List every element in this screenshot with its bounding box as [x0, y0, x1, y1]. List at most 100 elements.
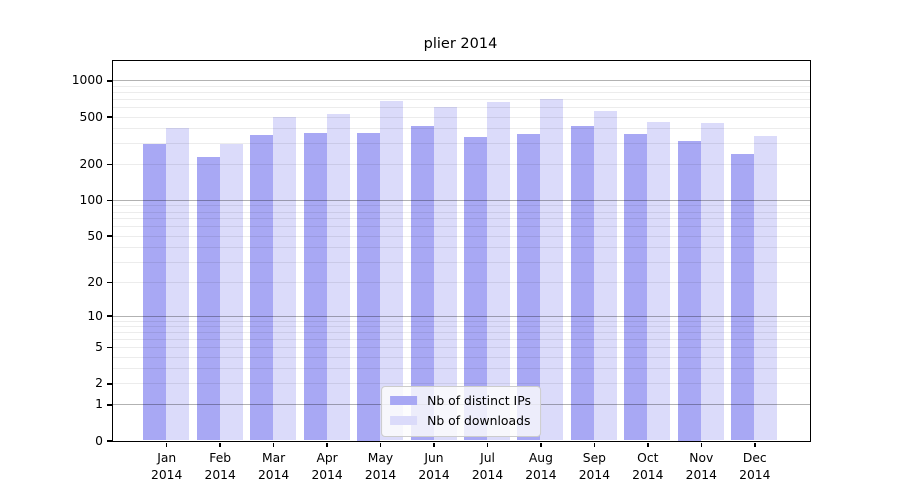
bar-downloads-jan: [166, 127, 190, 441]
x-axis-tick: [165, 442, 168, 447]
bar-distinct-ips-nov: [677, 141, 701, 441]
x-axis-tick: [486, 442, 489, 447]
bar-distinct-ips-dec: [731, 153, 755, 441]
minor-gridline: [112, 143, 810, 145]
minor-gridline: [112, 116, 810, 118]
x-tick-label: Feb 2014: [204, 451, 236, 482]
bar-distinct-ips-mar: [250, 135, 274, 441]
x-axis-tick: [379, 442, 382, 447]
legend-label-distinct-ips: Nb of distinct IPs: [427, 393, 531, 408]
minor-gridline: [112, 247, 810, 248]
bar-downloads-nov: [700, 122, 724, 441]
y-axis-tick: [106, 80, 112, 82]
y-tick-label: 0: [95, 433, 103, 448]
x-axis-tick: [647, 442, 649, 447]
y-tick-label: 100: [79, 193, 103, 207]
x-tick-label: Jan 2014: [151, 451, 183, 482]
y-axis-tick: [106, 346, 112, 349]
bar-distinct-ips-feb: [196, 156, 220, 441]
bar-downloads-may: [380, 101, 403, 441]
x-tick-label: May 2014: [364, 451, 397, 482]
bar-distinct-ips-aug: [517, 134, 541, 441]
x-tick-label: Dec 2014: [739, 451, 771, 482]
y-tick-label: 10: [87, 308, 103, 323]
bar-distinct-ips-sep: [570, 125, 594, 441]
gridlines-layer: [112, 61, 810, 441]
x-tick-label: Oct 2014: [632, 451, 664, 482]
bar-distinct-ips-jul: [464, 136, 487, 441]
legend-swatch-distinct-ips: [390, 396, 418, 405]
x-axis-tick: [272, 442, 275, 447]
minor-gridline: [112, 211, 810, 213]
x-axis-tick: [540, 442, 542, 447]
y-axis-tick: [106, 404, 112, 406]
y-axis-tick: [106, 235, 112, 237]
y-tick-label: 1: [95, 397, 103, 412]
minor-gridline: [112, 85, 810, 87]
legend-item-downloads: Nb of downloads: [390, 411, 531, 431]
minor-gridline: [112, 226, 810, 228]
y-tick-label: 2: [95, 376, 103, 391]
bar-downloads-aug: [540, 99, 564, 441]
minor-gridline: [112, 107, 810, 108]
bar-distinct-ips-oct: [624, 133, 648, 441]
y-tick-label: 50: [87, 228, 103, 243]
legend-swatch-downloads: [390, 416, 418, 425]
bar-downloads-jun: [433, 107, 457, 441]
bar-downloads-apr: [326, 113, 350, 441]
minor-gridline: [112, 368, 810, 370]
y-tick-label: 200: [79, 157, 103, 172]
y-axis-tick: [106, 440, 112, 442]
major-gridline: [112, 315, 810, 317]
minor-gridline: [112, 281, 810, 283]
plot-area: Nb of distinct IPs Nb of downloads: [111, 59, 811, 442]
bar-downloads-sep: [593, 111, 617, 441]
minor-gridline: [112, 332, 810, 334]
minor-gridline: [112, 261, 810, 263]
minor-gridline: [112, 326, 810, 327]
minor-gridline: [112, 205, 810, 207]
bar-downloads-dec: [754, 136, 778, 441]
minor-gridline: [112, 164, 810, 166]
x-tick-label: Aug 2014: [525, 451, 557, 482]
y-axis-tick: [106, 199, 112, 202]
y-axis-tick: [106, 383, 112, 385]
major-gridline: [112, 80, 810, 82]
x-tick-label: Apr 2014: [311, 451, 343, 482]
y-axis-tick: [106, 281, 112, 284]
bar-downloads-oct: [647, 122, 671, 441]
bar-distinct-ips-apr: [303, 132, 327, 441]
legend-item-distinct-ips: Nb of distinct IPs: [390, 391, 531, 411]
y-axis-tick: [106, 116, 112, 118]
x-tick-label: Mar 2014: [257, 451, 290, 482]
bar-distinct-ips-may: [357, 132, 380, 441]
y-tick-label: 20: [87, 274, 103, 289]
x-axis-tick: [433, 442, 435, 447]
y-tick-label: 500: [79, 109, 103, 124]
x-tick-label: Nov 2014: [685, 451, 717, 482]
legend: Nb of distinct IPs Nb of downloads: [381, 385, 541, 437]
bar-downloads-jul: [487, 101, 510, 441]
minor-gridline: [112, 383, 810, 385]
bar-downloads-feb: [219, 144, 243, 441]
minor-gridline: [112, 339, 810, 341]
minor-gridline: [112, 128, 810, 130]
y-axis-tick: [106, 315, 112, 317]
bar-downloads-mar: [273, 117, 297, 441]
x-axis-tick: [700, 442, 702, 447]
y-tick-label: 5: [95, 340, 103, 355]
bar-distinct-ips-jan: [143, 144, 167, 441]
minor-gridline: [112, 235, 810, 237]
legend-label-downloads: Nb of downloads: [427, 413, 531, 428]
x-axis-tick: [219, 442, 221, 447]
y-axis-tick: [106, 163, 112, 166]
minor-gridline: [112, 356, 810, 358]
minor-gridline: [112, 218, 810, 220]
x-tick-label: Sep 2014: [578, 451, 611, 482]
minor-gridline: [112, 347, 810, 349]
x-tick-label: Jun 2014: [418, 451, 450, 482]
minor-gridline: [112, 99, 810, 100]
x-axis-tick: [593, 442, 596, 447]
bar-distinct-ips-jun: [410, 126, 434, 441]
